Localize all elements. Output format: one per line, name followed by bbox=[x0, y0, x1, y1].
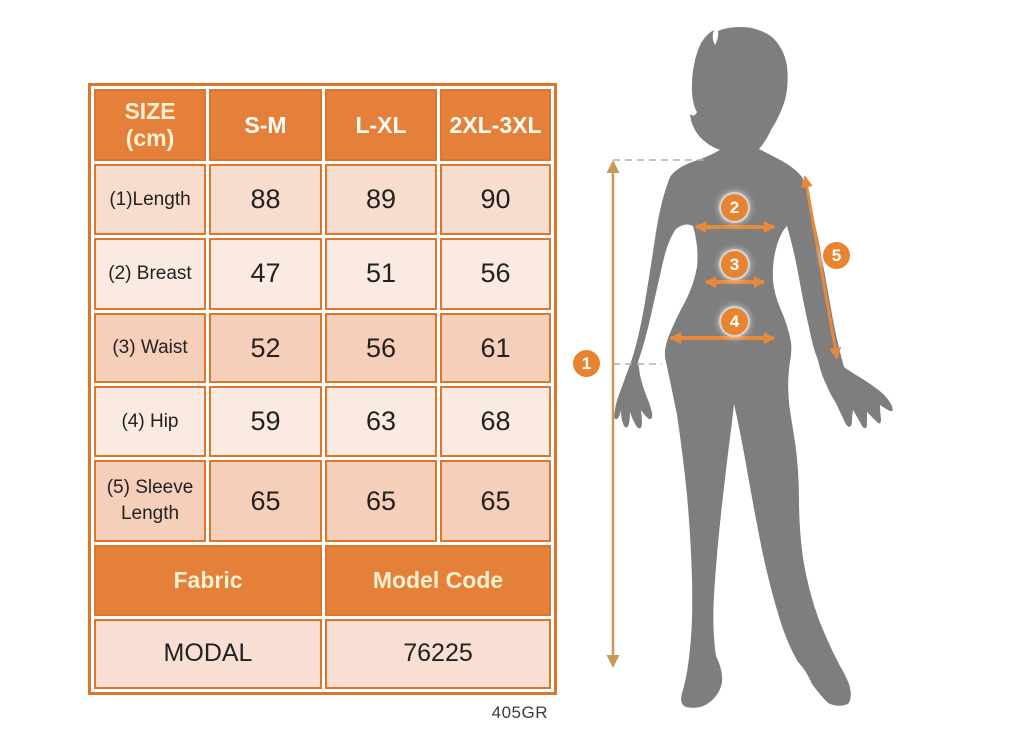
length-lxl-value: 89 bbox=[325, 164, 437, 235]
sleeve-measure-arrow bbox=[800, 175, 842, 360]
row-length: (1)Length 88 89 90 bbox=[94, 164, 551, 235]
marker-4-badge: 4 bbox=[721, 308, 748, 335]
waist-2xl-value: 61 bbox=[440, 313, 551, 384]
length-sm-value: 88 bbox=[209, 164, 322, 235]
waist-sm-value: 52 bbox=[209, 313, 322, 384]
row-label-hip: (4) Hip bbox=[94, 386, 206, 457]
waist-lxl-value: 56 bbox=[325, 313, 437, 384]
sleeve-lxl-value: 65 bbox=[325, 459, 437, 543]
hip-sm-value: 59 bbox=[209, 386, 322, 457]
female-body-silhouette bbox=[614, 27, 893, 708]
header-cell-size: SIZE (cm) bbox=[94, 89, 206, 162]
breast-sm-value: 47 bbox=[209, 237, 322, 311]
footer-value-row: MODAL 76225 bbox=[94, 618, 551, 689]
image-code-note: 405GR bbox=[491, 703, 548, 722]
row-breast: (2) Breast 47 51 56 bbox=[94, 237, 551, 311]
row-waist: (3) Waist 52 56 61 bbox=[94, 313, 551, 384]
sleeve-2xl-value: 65 bbox=[440, 459, 551, 543]
model-code-header-cell: Model Code bbox=[325, 545, 551, 616]
marker-1-badge: 1 bbox=[573, 350, 600, 377]
header-cell-lxl: L-XL bbox=[325, 89, 437, 162]
row-sleeve-length: (5) Sleeve Length 65 65 65 bbox=[94, 459, 551, 543]
footer-header-row: Fabric Model Code bbox=[94, 545, 551, 616]
hip-lxl-value: 63 bbox=[325, 386, 437, 457]
size-label-line2: (cm) bbox=[125, 125, 175, 152]
header-cell-2xl3xl: 2XL-3XL bbox=[440, 89, 551, 162]
fabric-header-cell: Fabric bbox=[94, 545, 322, 616]
marker-2-badge: 2 bbox=[721, 194, 748, 221]
marker-5-badge: 5 bbox=[823, 242, 850, 269]
length-2xl-value: 90 bbox=[440, 164, 551, 235]
model-code-value-cell: 76225 bbox=[325, 618, 551, 689]
row-label-waist: (3) Waist bbox=[94, 313, 206, 384]
sleeve-sm-value: 65 bbox=[209, 459, 322, 543]
marker-3-badge: 3 bbox=[721, 251, 748, 278]
row-hip: (4) Hip 59 63 68 bbox=[94, 386, 551, 457]
hip-2xl-value: 68 bbox=[440, 386, 551, 457]
row-label-length: (1)Length bbox=[94, 164, 206, 235]
breast-2xl-value: 56 bbox=[440, 237, 551, 311]
size-label-line1: SIZE bbox=[124, 97, 176, 124]
breast-lxl-value: 51 bbox=[325, 237, 437, 311]
fabric-value-cell: MODAL bbox=[94, 618, 322, 689]
header-cell-sm: S-M bbox=[209, 89, 322, 162]
row-label-sleeve: (5) Sleeve Length bbox=[94, 459, 206, 543]
size-chart-table: SIZE (cm) S-M L-XL 2XL-3XL (1)Length 88 … bbox=[88, 83, 557, 695]
row-label-breast: (2) Breast bbox=[94, 237, 206, 311]
